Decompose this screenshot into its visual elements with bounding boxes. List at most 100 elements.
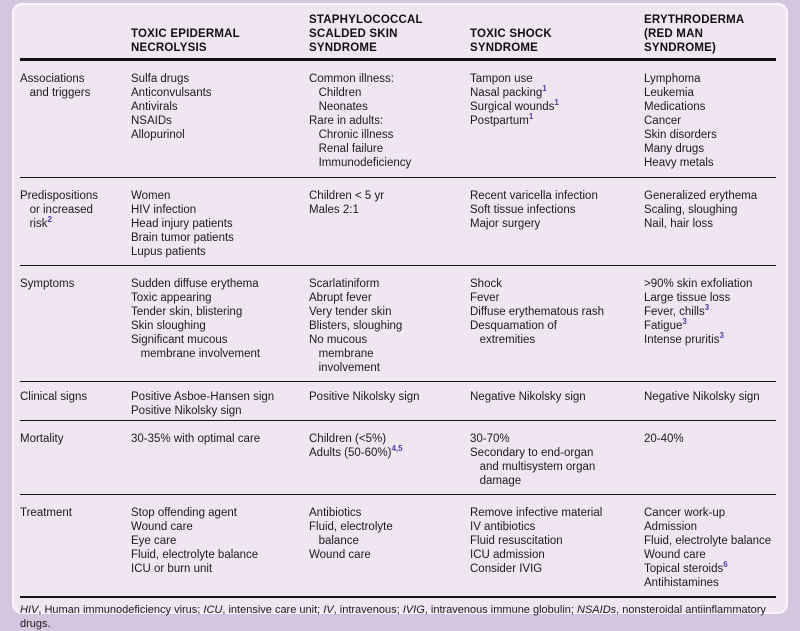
cell-line: 20-40% (644, 433, 684, 445)
cell-line: Major surgery (470, 218, 541, 230)
cell-line: Large tissue loss (644, 292, 731, 304)
cell-line: Lymphoma (644, 73, 701, 85)
column-header-toxic-epidermal-necrolysis: TOXIC EPIDERMAL NECROLYSIS (131, 27, 309, 55)
cell-line: Recent varicella infection (470, 190, 598, 202)
cell-line: Cancer work-up (644, 507, 726, 519)
label-line: Predispositions (20, 190, 98, 202)
cell-line: Cancer (644, 115, 682, 127)
label-line: Treatment (20, 507, 72, 519)
cell-line: Eye care (131, 535, 177, 547)
label-line: Clinical signs (20, 391, 88, 403)
cell-line: Children (309, 87, 362, 99)
table-row: Mortality 30-35% with optimal care Childre… (20, 421, 776, 495)
cell-line: Children < 5 yr (309, 190, 385, 202)
cell-line: HIV infection (131, 204, 197, 216)
cell-line: Allopurinol (131, 129, 185, 141)
row-label: Mortality (20, 432, 131, 446)
table-row: Symptoms Sudden diffuse erythema Toxic app… (20, 266, 776, 382)
comparison-table-card: TOXIC EPIDERMAL NECROLYSIS STAPHYLOCOCCAL S… (12, 3, 788, 630)
cell-line: NSAIDs (131, 115, 172, 127)
header-line: (RED MAN (644, 28, 704, 40)
label-line: risk2 (20, 215, 52, 230)
table-cell: Stop offending agent Wound care Eye care Fl… (131, 506, 309, 576)
row-label: Symptoms (20, 277, 131, 291)
cell-line: Adults (50-60%)4,5 (309, 444, 403, 459)
row-label: Clinical signs (20, 390, 131, 404)
cell-line: Abrupt fever (309, 292, 372, 304)
table-cell: Lymphoma Leukemia Medications Cancer Skin di… (644, 72, 776, 170)
label-line: Associations (20, 73, 85, 85)
cell-line: Negative Nikolsky sign (644, 391, 760, 403)
cell-line: Children (<5%) (309, 433, 387, 445)
table-cell: Children < 5 yr Males 2:1 (309, 189, 470, 217)
cell-line: Chronic illness (309, 129, 394, 141)
cell-line: No mucous (309, 334, 368, 346)
cell-line: Soft tissue infections (470, 204, 576, 216)
cell-line: Positive Nikolsky sign (131, 405, 242, 417)
cell-line: Heavy metals (644, 157, 714, 169)
cell-line: Immunodeficiency (309, 157, 412, 169)
cell-line: Neonates (309, 101, 368, 113)
cell-line: Many drugs (644, 143, 705, 155)
cell-line: Anticonvulsants (131, 87, 212, 99)
table-cell: 30-35% with optimal care (131, 432, 309, 446)
label-line: or increased (20, 204, 93, 216)
cell-line: Lupus patients (131, 246, 206, 258)
table-cell: 20-40% (644, 432, 776, 446)
cell-line: Desquamation of (470, 320, 557, 332)
disease-comparison-table: TOXIC EPIDERMAL NECROLYSIS STAPHYLOCOCCAL S… (20, 5, 776, 598)
label-line: Mortality (20, 433, 64, 445)
cell-line: Positive Asboe-Hansen sign (131, 391, 275, 403)
header-line: SYNDROME) (644, 42, 717, 54)
cell-line: Fever, chills3 (644, 303, 710, 318)
cell-line: Positive Nikolsky sign (309, 391, 420, 403)
cell-line: Negative Nikolsky sign (470, 391, 586, 403)
cell-line: Fatigue3 (644, 317, 687, 332)
column-header-staphylococcal-scalded-skin-syndrome: STAPHYLOCOCCAL SCALDED SKIN SYNDROME (309, 13, 470, 55)
cell-line: Fluid resuscitation (470, 535, 563, 547)
label-line: and triggers (20, 87, 91, 99)
cell-line: ICU admission (470, 549, 545, 561)
cell-line: Consider IVIG (470, 563, 543, 575)
cell-line: Very tender skin (309, 306, 392, 318)
table-cell: >90% skin exfoliation Large tissue loss Fe… (644, 277, 776, 347)
cell-line: membrane (309, 348, 374, 360)
table-cell: Generalized erythema Scaling, sloughing Na… (644, 189, 776, 231)
row-label: Treatment (20, 506, 131, 520)
cell-line: Significant mucous (131, 334, 228, 346)
table-cell: Negative Nikolsky sign (470, 390, 644, 404)
table-cell: 30-70% Secondary to end-organ and multisy… (470, 432, 644, 488)
header-line: STAPHYLOCOCCAL (309, 14, 423, 26)
column-header-toxic-shock-syndrome: TOXIC SHOCK SYNDROME (470, 27, 644, 55)
table-cell: Positive Nikolsky sign (309, 390, 470, 404)
cell-line: damage (470, 475, 522, 487)
cell-line: 30-35% with optimal care (131, 433, 261, 445)
table-cell: Shock Fever Diffuse erythematous rash Desqu… (470, 277, 644, 347)
cell-line: Brain tumor patients (131, 232, 234, 244)
cell-line: Toxic appearing (131, 292, 212, 304)
cell-line: Skin sloughing (131, 320, 206, 332)
table-cell: Remove infective material IV antibiotics F… (470, 506, 644, 576)
table-cell: Sudden diffuse erythema Toxic appearing Te… (131, 277, 309, 361)
cell-line: Women (131, 190, 171, 202)
cell-line: Skin disorders (644, 129, 717, 141)
cell-line: Sulfa drugs (131, 73, 190, 85)
cell-line: Common illness: (309, 73, 394, 85)
cell-line: membrane involvement (131, 348, 261, 360)
cell-line: Males 2:1 (309, 204, 359, 216)
cell-line: ICU or burn unit (131, 563, 213, 575)
cell-line: Fluid, electrolyte balance (131, 549, 259, 561)
table-row: Predispositions or increased risk2 Women H… (20, 178, 776, 266)
table-cell: Tampon use Nasal packing1 Surgical wounds1… (470, 72, 644, 128)
row-label: Associations and triggers (20, 72, 131, 100)
cell-line: >90% skin exfoliation (644, 278, 753, 290)
table-cell: Cancer work-up Admission Fluid, electrolyt… (644, 506, 776, 590)
table-cell: Women HIV infection Head injury patients Br… (131, 189, 309, 259)
cell-line: Remove infective material (470, 507, 603, 519)
cell-line: Tender skin, blistering (131, 306, 243, 318)
cell-line: Leukemia (644, 87, 694, 99)
cell-line: Rare in adults: (309, 115, 384, 127)
label-line: Symptoms (20, 278, 75, 290)
table-cell: Scarlatiniform Abrupt fever Very tender sk… (309, 277, 470, 375)
